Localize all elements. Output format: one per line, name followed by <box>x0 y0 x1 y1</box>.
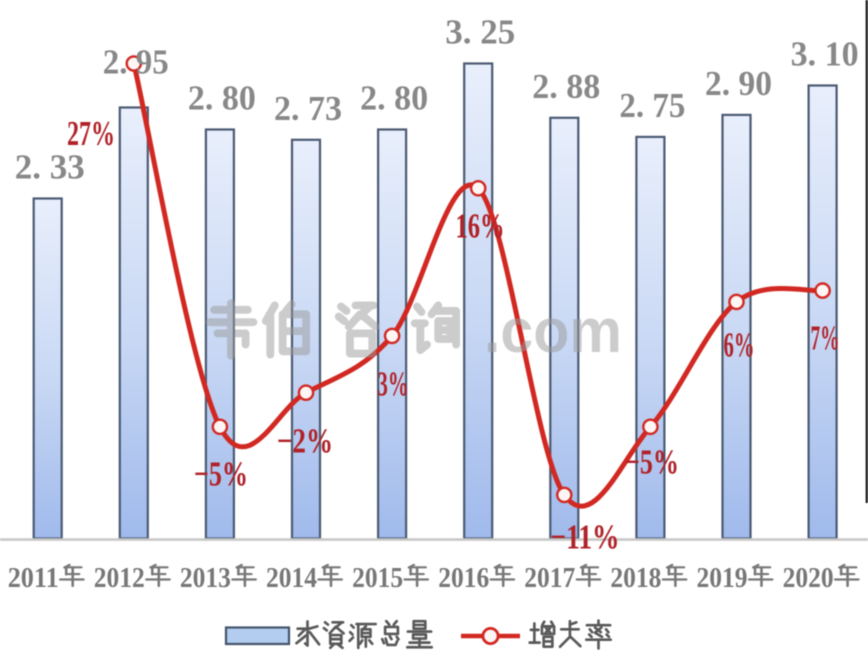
svg-text:−11%: −11% <box>551 518 620 557</box>
svg-text:−5%: −5% <box>194 455 248 494</box>
svg-text:2014: 2014 <box>266 562 317 594</box>
svg-text:2. 95: 2. 95 <box>103 43 169 82</box>
svg-text:2015: 2015 <box>352 562 403 594</box>
svg-text:2. 75: 2. 75 <box>619 86 685 125</box>
svg-text:7%: 7% <box>811 319 840 358</box>
svg-text:2013: 2013 <box>180 562 231 594</box>
svg-text:2. 73: 2. 73 <box>274 89 342 128</box>
svg-text:2. 90: 2. 90 <box>705 64 772 103</box>
svg-text:2018: 2018 <box>610 562 661 594</box>
svg-text:−5%: −5% <box>625 443 679 482</box>
svg-text:2. 88: 2. 88 <box>532 67 600 106</box>
svg-text:27%: 27% <box>67 114 115 153</box>
svg-text:2. 80: 2. 80 <box>360 79 428 118</box>
svg-text:2019: 2019 <box>697 562 748 594</box>
svg-text:2. 80: 2. 80 <box>188 79 256 118</box>
svg-text:6%: 6% <box>724 326 755 365</box>
svg-text:16%: 16% <box>456 207 505 246</box>
svg-text:2. 33: 2. 33 <box>15 148 85 187</box>
svg-text:−2%: −2% <box>277 422 333 461</box>
svg-text:2016: 2016 <box>438 562 489 594</box>
svg-text:3. 10: 3. 10 <box>791 35 859 74</box>
svg-text:2020: 2020 <box>783 562 834 594</box>
svg-text:3. 25: 3. 25 <box>445 13 515 52</box>
svg-text:3%: 3% <box>378 365 409 404</box>
svg-text:2011: 2011 <box>8 562 59 594</box>
svg-text:2017: 2017 <box>524 562 575 594</box>
svg-text:2012: 2012 <box>94 562 145 594</box>
svg-text:.com: .com <box>484 297 622 366</box>
